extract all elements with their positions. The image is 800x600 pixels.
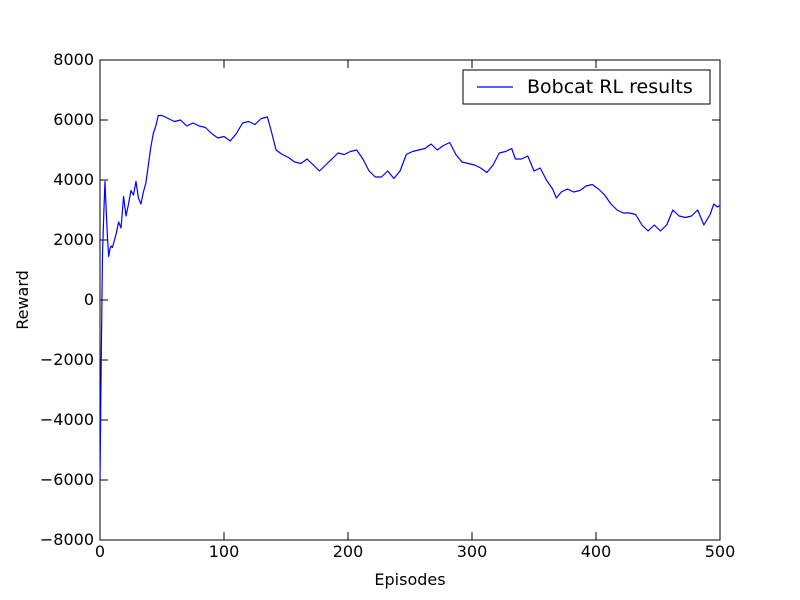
y-tick-label--8000: −8000 — [40, 530, 94, 549]
series-line-0 — [99, 114, 721, 481]
plot-area — [99, 59, 721, 541]
x-tick-label-400: 400 — [581, 542, 612, 561]
plot-frame — [99, 59, 721, 541]
x-tick-label-0: 0 — [95, 542, 105, 561]
x-axis-tick-labels: 0 100 200 300 400 500 — [95, 542, 735, 561]
x-tick-label-500: 500 — [705, 542, 736, 561]
legend: Bobcat RL results — [462, 69, 711, 105]
series-layer — [99, 114, 721, 481]
y-axis-tick-labels: −8000 −6000 −4000 −2000 0 2000 4000 6000 8000 — [40, 50, 94, 549]
y-axis-ticks — [100, 59, 720, 541]
x-tick-label-100: 100 — [209, 542, 240, 561]
x-tick-label-300: 300 — [457, 542, 488, 561]
y-tick-label-4000: 4000 — [53, 170, 94, 189]
y-tick-label--4000: −4000 — [40, 410, 94, 429]
x-axis-label: Episodes — [374, 570, 445, 589]
legend-label: Bobcat RL results — [527, 76, 693, 98]
y-tick-label-2000: 2000 — [53, 230, 94, 249]
y-axis-label: Reward — [13, 270, 32, 330]
y-tick-label--2000: −2000 — [40, 350, 94, 369]
y-tick-label-6000: 6000 — [53, 110, 94, 129]
y-tick-label--6000: −6000 — [40, 470, 94, 489]
x-axis-ticks — [99, 60, 721, 540]
y-tick-label-8000: 8000 — [53, 50, 94, 69]
x-tick-label-200: 200 — [333, 542, 364, 561]
y-tick-label-0: 0 — [84, 290, 94, 309]
